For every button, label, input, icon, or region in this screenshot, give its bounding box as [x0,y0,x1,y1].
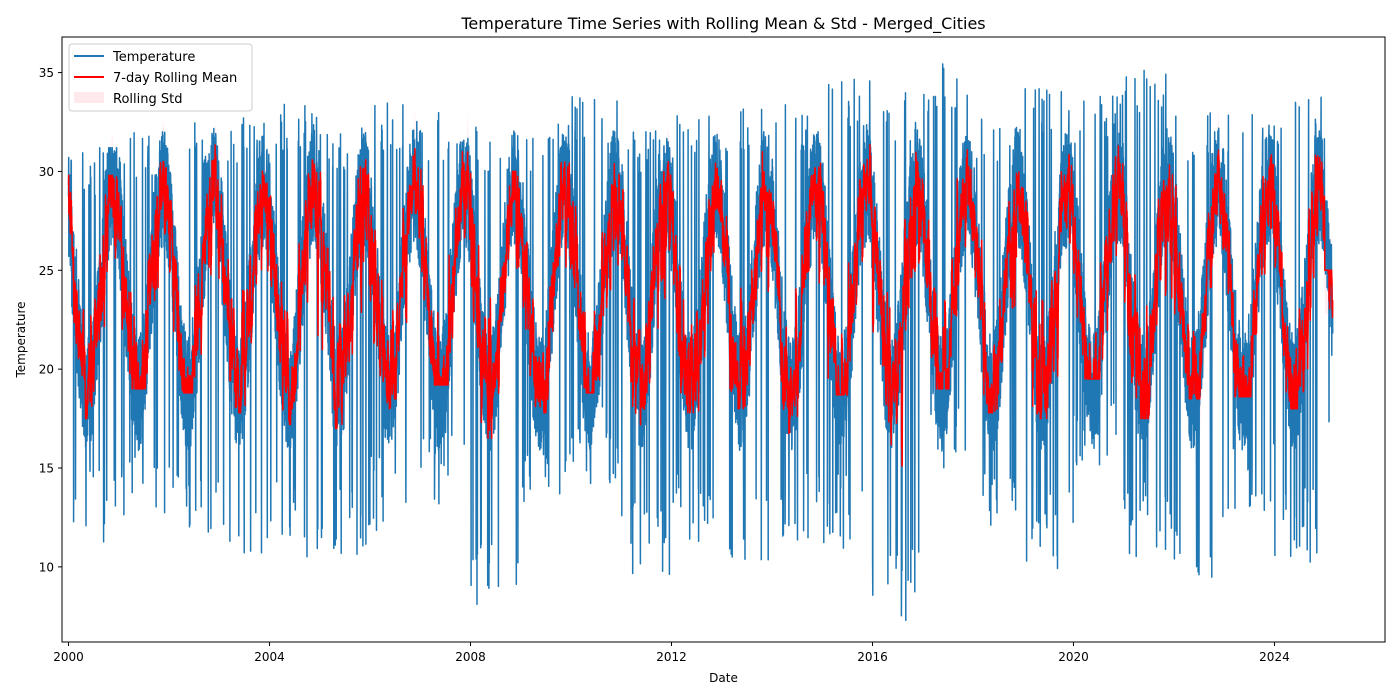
plot-area [67,63,1334,622]
y-tick-label: 15 [39,462,54,476]
legend-swatch-rolling-std [74,92,104,103]
y-axis-label: Temperature [14,301,28,378]
x-tick-label: 2000 [53,650,84,664]
legend-box [68,43,253,112]
x-tick-label: 2024 [1259,650,1290,664]
x-tick-label: 2020 [1058,650,1089,664]
x-tick-label: 2012 [656,650,687,664]
legend-label-temperature: Temperature [112,50,195,65]
chart-title: Temperature Time Series with Rolling Mea… [460,14,985,34]
x-tick-label: 2008 [455,650,486,664]
y-tick-label: 10 [39,560,54,574]
x-axis: 2000 2004 2008 2012 2016 2020 2024 [53,642,1290,664]
x-axis-label: Date [709,671,738,685]
x-tick-label: 2004 [254,650,285,664]
series-rolling-mean-line [67,144,1334,467]
legend: Temperature 7-day Rolling Mean Rolling S… [68,43,253,112]
y-tick-label: 30 [39,165,54,179]
y-tick-label: 20 [39,363,54,377]
x-tick-label: 2016 [857,650,888,664]
y-axis: 10 15 20 25 30 35 [39,66,62,574]
legend-label-rolling-mean: 7-day Rolling Mean [113,71,237,86]
legend-label-rolling-std: Rolling Std [113,92,182,107]
y-tick-label: 25 [39,264,54,278]
y-tick-label: 35 [39,66,54,80]
plot-frame [61,36,1386,643]
